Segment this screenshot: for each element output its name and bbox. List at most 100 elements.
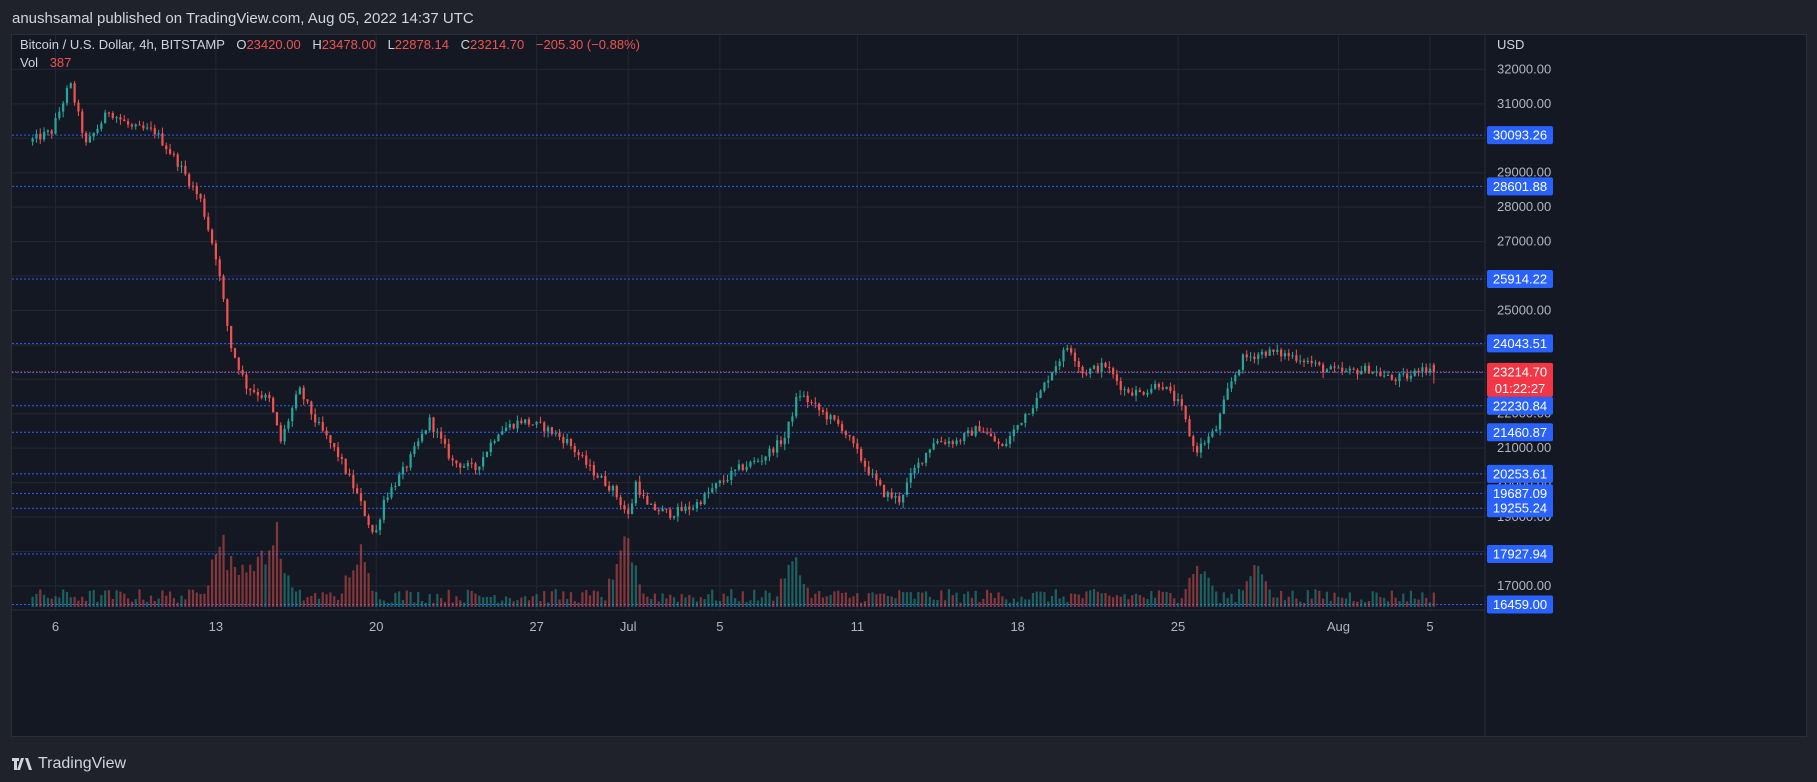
level-tag — [1487, 396, 1553, 415]
candle-body — [210, 229, 214, 244]
candle-body — [333, 443, 336, 448]
volume-bar — [1096, 591, 1099, 607]
candle-body — [1398, 374, 1401, 382]
candle-body — [1211, 431, 1214, 437]
level-label: 24043.51 — [1493, 336, 1547, 351]
candle-body — [546, 427, 550, 432]
candle-body — [867, 466, 870, 475]
candle-body — [550, 427, 553, 434]
volume-bar — [623, 536, 626, 607]
volume-bar — [115, 590, 118, 607]
candle-body — [352, 475, 355, 489]
volume-bar — [669, 594, 672, 607]
volume-bar — [268, 550, 271, 607]
candle-body — [237, 357, 240, 370]
candle-body — [130, 124, 133, 127]
price-chart[interactable]: 17000.0018000.0019000.0020000.0021000.00… — [12, 35, 1806, 736]
last-price-value: 23214.70 — [1493, 364, 1547, 379]
volume-bar — [1264, 581, 1267, 607]
volume-bar — [753, 589, 756, 607]
volume-bar — [382, 600, 385, 607]
candle-body — [852, 436, 855, 444]
symbol-legend: Bitcoin / U.S. Dollar, 4h, BITSTAMP O234… — [20, 37, 640, 70]
volume-bar — [680, 594, 683, 607]
volume-bar — [375, 591, 378, 607]
volume-bar — [107, 590, 111, 607]
volume-bar — [978, 602, 981, 607]
candle-body — [1234, 375, 1237, 382]
chart-frame[interactable]: 17000.0018000.0019000.0020000.0021000.00… — [11, 34, 1807, 737]
candle-body — [287, 421, 290, 429]
volume-bar — [913, 598, 916, 607]
candle-body — [1134, 389, 1138, 396]
volume-bar — [420, 600, 424, 607]
volume-bar — [474, 593, 477, 607]
candle-body — [1012, 429, 1015, 437]
volume-bar — [1241, 590, 1245, 607]
volume-bar — [1325, 591, 1329, 607]
candle-body — [745, 466, 748, 471]
volume-bar — [146, 601, 149, 607]
candle-body — [58, 111, 61, 119]
candle-body — [940, 441, 943, 443]
brand-text: TradingView — [38, 755, 127, 772]
volume-bar — [1119, 596, 1122, 607]
candle-body — [283, 428, 286, 442]
volume-bar — [546, 602, 550, 607]
candle-body — [1276, 349, 1279, 352]
volume-bar — [924, 591, 928, 607]
volume-bar — [69, 597, 72, 607]
volume-bar — [35, 593, 38, 607]
candle-body — [69, 83, 72, 88]
volume-bar — [493, 595, 496, 607]
volume-bar — [378, 599, 382, 607]
candle-body — [1333, 366, 1336, 368]
candle-body — [600, 476, 603, 478]
candle-body — [566, 438, 569, 444]
candle-body — [35, 133, 38, 139]
candle-body — [825, 411, 828, 420]
candle-body — [470, 462, 473, 464]
volume-bar — [535, 594, 538, 607]
candle-body — [504, 427, 508, 432]
candle-body — [241, 369, 244, 375]
volume-bar — [1161, 591, 1164, 607]
candle-body — [699, 502, 702, 505]
candle-body — [1157, 383, 1161, 388]
svg-text:Bitcoin / U.S. Dollar, 4h, BIT: Bitcoin / U.S. Dollar, 4h, BITSTAMP O234… — [20, 37, 640, 52]
price-tick: 27000.00 — [1497, 234, 1551, 249]
candle-body — [726, 479, 729, 482]
candle-body — [294, 394, 298, 409]
candle-body — [783, 438, 786, 445]
level-tag — [1487, 334, 1553, 353]
level-label: 20253.61 — [1493, 466, 1547, 481]
candle-body — [459, 463, 462, 468]
candle-body — [344, 458, 347, 474]
currency-label[interactable]: USD — [1497, 37, 1524, 52]
candle-body — [936, 441, 939, 444]
volume-bar — [504, 596, 508, 607]
candle-body — [875, 473, 878, 481]
volume-bar — [100, 595, 103, 607]
candle-body — [149, 127, 153, 129]
volume-bar — [424, 602, 427, 607]
candle-body — [921, 462, 924, 464]
volume-bar — [188, 589, 191, 607]
volume-bar — [314, 593, 317, 607]
time-axis[interactable]: 6 13 20 27 Jul 5 11 18 25 Aug 5 — [52, 619, 1434, 634]
level-tag — [1487, 544, 1553, 563]
volume-bar — [1173, 598, 1176, 607]
candle-body — [684, 506, 687, 511]
candle-body — [787, 421, 790, 439]
candle-body — [1344, 370, 1348, 372]
tradingview-logo[interactable]: TradingView — [12, 755, 126, 773]
candle-body — [436, 431, 439, 433]
candle-body — [1089, 368, 1092, 374]
volume-bar — [806, 587, 809, 607]
volume-bar — [440, 598, 443, 607]
candle-body — [642, 494, 645, 496]
candle-body — [512, 423, 515, 429]
volume-bar — [157, 598, 160, 607]
level-label: 17927.94 — [1493, 546, 1547, 561]
volume-bar — [180, 595, 183, 607]
